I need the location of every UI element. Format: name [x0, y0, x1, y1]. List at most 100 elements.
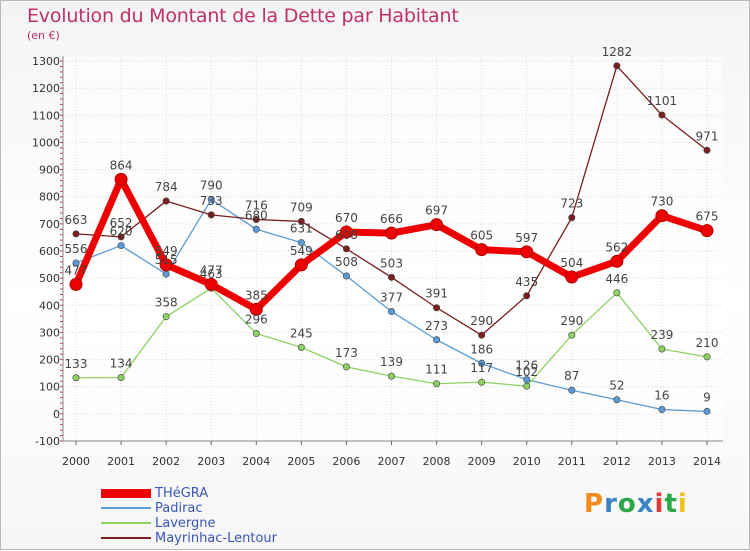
data-point-padirac [478, 359, 486, 367]
y-tick-label: 0 [53, 408, 60, 421]
x-tick-label: 2003 [197, 455, 225, 468]
y-tick-label: 100 [39, 381, 60, 394]
data-point-th-gra [114, 172, 128, 186]
data-point-padirac [703, 407, 711, 415]
data-label-th-gra: 549 [290, 244, 313, 258]
y-tick-label: 400 [39, 299, 60, 312]
data-point-th-gra [339, 225, 353, 239]
y-tick-label: -100 [35, 435, 60, 448]
data-point-mayrinhac-lentour [252, 216, 260, 224]
data-point-th-gra [430, 218, 444, 232]
data-label-padirac: 556 [65, 242, 88, 256]
data-point-padirac [297, 239, 305, 247]
data-point-lavergne [478, 378, 486, 386]
data-point-th-gra [159, 258, 173, 272]
data-point-lavergne [658, 345, 666, 353]
data-point-th-gra [385, 226, 398, 240]
legend-swatch [101, 537, 151, 539]
data-point-mayrinhac-lentour [433, 304, 441, 312]
data-label-mayrinhac-lentour: 391 [425, 287, 448, 301]
data-point-mayrinhac-lentour [478, 331, 486, 339]
y-tick-label: 800 [39, 191, 60, 204]
data-label-mayrinhac-lentour: 652 [110, 216, 133, 230]
data-label-lavergne: 139 [380, 355, 403, 369]
x-tick-label: 2010 [513, 455, 541, 468]
data-point-padirac [342, 272, 350, 280]
data-point-mayrinhac-lentour [658, 111, 666, 119]
data-label-mayrinhac-lentour: 1282 [602, 45, 633, 59]
data-label-lavergne: 296 [245, 313, 268, 327]
y-tick-label: 1300 [32, 55, 60, 68]
data-label-mayrinhac-lentour: 733 [200, 194, 223, 208]
legend-swatch [101, 488, 151, 498]
y-tick-label: 200 [39, 354, 60, 367]
legend-label: Padirac [155, 501, 203, 516]
data-point-lavergne [433, 380, 441, 388]
data-label-lavergne: 446 [605, 272, 628, 286]
data-point-th-gra [655, 209, 669, 223]
data-point-padirac [117, 242, 125, 250]
data-point-th-gra [204, 277, 218, 291]
data-label-lavergne: 102 [515, 365, 538, 379]
data-point-lavergne [523, 382, 531, 390]
y-tick-label: 700 [39, 218, 60, 231]
data-label-th-gra: 477 [200, 263, 223, 277]
x-tick-label: 2007 [378, 455, 406, 468]
data-label-padirac: 16 [654, 389, 669, 403]
x-tick-label: 2013 [648, 455, 676, 468]
data-point-lavergne [297, 343, 305, 351]
data-point-lavergne [252, 330, 260, 338]
data-label-mayrinhac-lentour: 608 [335, 228, 358, 242]
x-tick-label: 2001 [107, 455, 135, 468]
y-tick-label: 300 [39, 326, 60, 339]
data-label-mayrinhac-lentour: 503 [380, 256, 403, 270]
data-label-mayrinhac-lentour: 709 [290, 200, 313, 214]
data-label-th-gra: 504 [560, 256, 583, 270]
data-label-padirac: 126 [515, 359, 538, 373]
data-label-padirac: 52 [609, 379, 624, 393]
data-label-mayrinhac-lentour: 716 [245, 199, 268, 213]
data-point-mayrinhac-lentour [703, 146, 711, 154]
data-point-th-gra [294, 258, 308, 272]
x-tick-label: 2002 [152, 455, 180, 468]
data-point-th-gra [700, 224, 714, 238]
data-label-mayrinhac-lentour: 723 [560, 197, 583, 211]
y-tick-label: 1000 [32, 136, 60, 149]
data-label-th-gra: 549 [155, 244, 178, 258]
data-point-th-gra [520, 245, 534, 259]
data-label-th-gra: 670 [335, 211, 358, 225]
data-point-lavergne [72, 374, 80, 382]
data-point-lavergne [342, 363, 350, 371]
data-label-lavergne: 210 [696, 336, 719, 350]
data-label-th-gra: 730 [650, 195, 673, 209]
data-label-lavergne: 134 [110, 356, 133, 370]
y-tick-label: 500 [39, 272, 60, 285]
data-label-lavergne: 173 [335, 346, 358, 360]
data-label-lavergne: 358 [155, 296, 178, 310]
data-point-padirac [252, 225, 260, 233]
data-point-lavergne [703, 353, 711, 361]
data-point-th-gra [475, 243, 489, 257]
data-point-th-gra [610, 254, 624, 268]
data-label-th-gra: 477 [65, 263, 88, 277]
chart-title: Evolution du Montant de la Dette par Hab… [27, 5, 459, 27]
data-label-lavergne: 111 [425, 363, 448, 377]
y-tick-label: 900 [39, 164, 60, 177]
data-label-padirac: 9 [703, 390, 711, 404]
x-tick-label: 2014 [693, 455, 721, 468]
data-point-mayrinhac-lentour [342, 245, 350, 253]
legend-label: Lavergne [155, 516, 216, 531]
data-label-th-gra: 597 [515, 231, 538, 245]
data-point-lavergne [162, 313, 170, 321]
x-tick-label: 2004 [242, 455, 270, 468]
y-tick-label: 1200 [32, 82, 60, 95]
data-label-padirac: 508 [335, 255, 358, 269]
x-tick-label: 2006 [332, 455, 360, 468]
data-point-th-gra [565, 270, 579, 284]
x-tick-label: 2011 [558, 455, 586, 468]
data-label-mayrinhac-lentour: 971 [696, 129, 719, 143]
data-point-padirac [162, 270, 170, 278]
data-point-lavergne [387, 372, 395, 380]
data-label-padirac: 515 [155, 253, 178, 267]
